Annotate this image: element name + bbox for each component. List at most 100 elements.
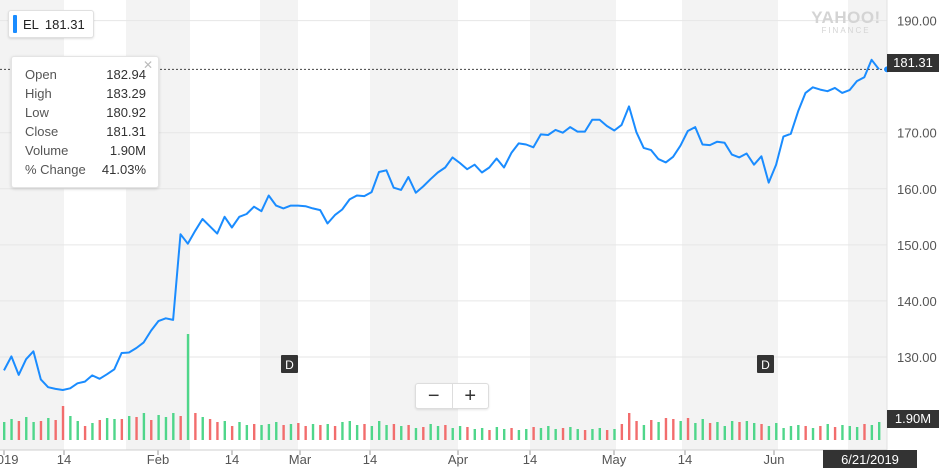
volume-bar: [289, 424, 293, 440]
volume-bar: [47, 418, 50, 440]
volume-bar: [745, 421, 749, 440]
volume-bar: [201, 417, 204, 440]
volume-bar: [804, 426, 807, 440]
volume-bar: [392, 424, 396, 440]
volume-bar: [253, 424, 256, 440]
week-band: [848, 0, 887, 450]
volume-bar: [510, 428, 513, 440]
volume-bar: [841, 425, 844, 440]
volume-bar: [69, 416, 72, 440]
volume-bar: [282, 425, 285, 440]
volume-bar: [451, 428, 454, 440]
volume-bar: [238, 422, 241, 440]
volume-label: 1.90M: [895, 411, 931, 426]
volume-bar: [32, 422, 35, 440]
volume-bar: [194, 413, 197, 440]
y-tick-label: 160.00: [897, 182, 937, 197]
ticker-symbol: EL: [23, 16, 39, 32]
volume-bar: [179, 416, 182, 440]
volume-bar: [708, 423, 712, 440]
x-tick-label: Apr: [448, 452, 469, 467]
volume-bar: [113, 419, 116, 440]
volume-bar: [525, 429, 528, 440]
volume-bar: [157, 415, 160, 440]
x-tick-label: Mar: [289, 452, 312, 467]
volume-bar: [650, 420, 653, 440]
volume-bar: [120, 419, 124, 440]
volume-bar: [701, 419, 704, 440]
y-tick-label: 150.00: [897, 238, 937, 253]
volume-bar: [25, 417, 28, 440]
week-band: [260, 0, 298, 450]
x-tick-label: Feb: [147, 452, 169, 467]
volume-bar: [83, 426, 87, 440]
ohlc-tooltip: ✕ Open 182.94 High 183.29 Low 180.92 Close 1…: [11, 56, 159, 188]
volume-bar: [576, 429, 579, 440]
y-axis-ticks: 190.00 170.00 160.00 150.00 140.00 130.00: [897, 14, 937, 365]
volume-bar: [826, 424, 829, 440]
volume-bar: [370, 426, 374, 440]
week-band: [682, 0, 778, 450]
volume-bar: [833, 427, 837, 440]
volume-bar: [172, 413, 175, 440]
volume-bar: [150, 420, 153, 440]
volume-bar: [311, 424, 315, 440]
volume-bar: [326, 424, 329, 440]
volume-bar: [598, 428, 601, 440]
volume-bar: [583, 430, 587, 440]
volume-bar: [642, 425, 646, 440]
volume-bar: [664, 418, 668, 440]
volume-bar: [811, 428, 815, 440]
series-color-swatch: [13, 15, 17, 33]
volume-bar: [186, 334, 190, 440]
volume-bar: [355, 425, 359, 440]
volume-bar: [532, 427, 535, 440]
volume-bar: [495, 427, 499, 440]
volume-bar: [61, 406, 65, 440]
volume-bar: [628, 413, 631, 440]
y-tick-label: 140.00: [897, 294, 937, 309]
volume-bar: [223, 421, 226, 440]
volume-bar: [39, 421, 43, 440]
volume-bar: [444, 425, 447, 440]
volume-bar: [333, 426, 337, 440]
divider: [451, 384, 453, 408]
tooltip-row-low: Low 180.92: [25, 105, 146, 120]
volume-bar: [304, 426, 307, 440]
x-tick-label: 2019: [0, 452, 18, 467]
volume-bar: [216, 422, 219, 440]
volume-bar: [730, 421, 734, 440]
volume-bar: [105, 418, 109, 440]
volume-bar: [429, 424, 432, 440]
tooltip-row-close: Close 181.31: [25, 124, 146, 139]
volume-bar: [275, 422, 278, 440]
volume-bar: [554, 429, 557, 440]
y-tick-label: 130.00: [897, 350, 937, 365]
volume-bar: [98, 420, 101, 440]
volume-bar: [760, 424, 763, 440]
volume-bar: [569, 427, 572, 440]
gridlines: [0, 0, 888, 450]
dividend-marker[interactable]: D: [757, 355, 774, 373]
volume-bar: [605, 430, 609, 440]
volume-bar: [436, 426, 440, 440]
dividend-marker[interactable]: D: [281, 355, 298, 373]
volume-bar: [848, 426, 851, 440]
x-tick-label: May: [602, 452, 627, 467]
zoom-out-button[interactable]: −: [427, 384, 440, 407]
volume-tag: 1.90M: [887, 410, 939, 428]
volume-bar: [385, 425, 388, 440]
volume-bar: [503, 429, 506, 440]
crosshair-date: 6/21/2019: [823, 450, 917, 468]
volume-bar: [348, 421, 351, 440]
volume-bar: [297, 423, 300, 440]
ticker-badge[interactable]: EL 181.31: [8, 10, 94, 38]
volume-bar: [378, 421, 381, 440]
volume-bar: [694, 423, 697, 440]
zoom-in-button[interactable]: +: [464, 384, 477, 407]
y-tick-label: 170.00: [897, 126, 937, 141]
dividend-marker-label: D: [285, 358, 294, 372]
volume-bar: [54, 420, 57, 440]
close-icon[interactable]: ✕: [142, 58, 153, 72]
